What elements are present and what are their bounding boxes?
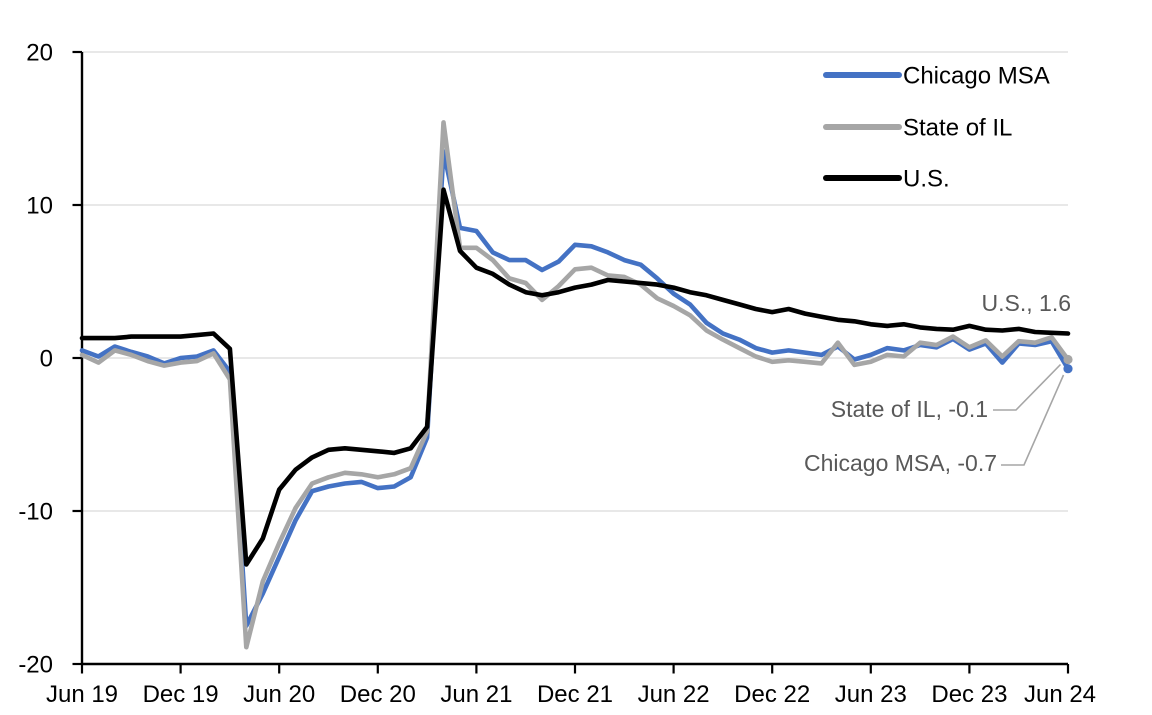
series-line-state-of-il	[79, 120, 1071, 650]
x-tick-label: Dec 21	[537, 681, 613, 708]
x-tick-label: Jun 21	[440, 681, 512, 708]
legend-label-chicago-msa: Chicago MSA	[903, 63, 1050, 90]
x-tick-label: Jun 23	[835, 681, 907, 708]
x-tick-label: Jun 22	[638, 681, 710, 708]
y-tick-label: 20	[26, 40, 53, 67]
annotation-chicago-msa: Chicago MSA, -0.7	[804, 450, 997, 476]
y-tick-label: 10	[26, 193, 53, 220]
x-tick-label: Dec 20	[340, 681, 416, 708]
legend-label-state-of-il: State of IL	[903, 115, 1012, 142]
x-tick-label: Jun 24	[1024, 681, 1096, 708]
end-marker-state-of-il	[1063, 354, 1073, 365]
leader-line-state-of-il	[993, 363, 1062, 411]
x-tick-label: Jun 19	[46, 681, 118, 708]
y-tick-label: 0	[40, 346, 53, 373]
x-tick-label: Dec 19	[143, 681, 219, 708]
series-line-u-s-	[79, 187, 1071, 567]
y-tick-label: -10	[18, 499, 53, 526]
x-tick-label: Dec 23	[931, 681, 1007, 708]
legend-label-u-s-: U.S.	[903, 166, 950, 193]
leader-line-chicago-msa	[1001, 374, 1065, 466]
y-tick-label: -20	[18, 652, 53, 679]
annotation-u-s-: U.S., 1.6	[982, 290, 1071, 316]
x-tick-label: Jun 20	[243, 681, 315, 708]
end-marker-chicago-msa	[1063, 364, 1073, 374]
x-tick-label: Dec 22	[734, 681, 810, 708]
annotation-state-of-il: State of IL, -0.1	[831, 396, 988, 422]
